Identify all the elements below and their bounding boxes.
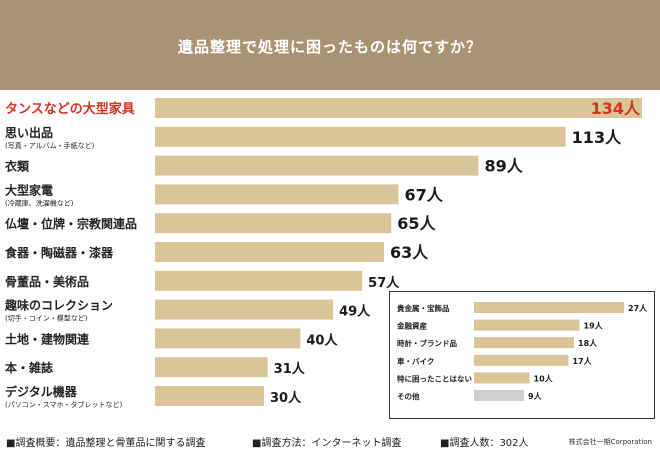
header-banner xyxy=(0,0,660,90)
bar xyxy=(155,98,642,118)
category-label: 思い出品 xyxy=(5,125,53,140)
value-label: 89人 xyxy=(484,157,523,176)
category-label: 趣味のコレクション xyxy=(4,298,113,313)
value-label: 67人 xyxy=(405,185,444,204)
category-label: 土地・建物関連 xyxy=(5,331,90,346)
bar xyxy=(155,328,301,349)
value-label: 134人 xyxy=(591,99,641,118)
bar xyxy=(155,242,384,262)
category-label: タンスなどの大型家具 xyxy=(5,101,135,117)
value-label: 57人 xyxy=(368,275,400,291)
category-sublabel: (冷蔵庫、洗濯機など) xyxy=(5,198,74,207)
footer: ■調査概要：遺品整理と骨董品に関する調査 ■調査方法：インターネット調査 ■調査… xyxy=(0,431,660,449)
category-label: 骨董品・美術品 xyxy=(5,274,89,289)
bar xyxy=(155,270,363,291)
category-label: 本・雑誌 xyxy=(5,360,53,375)
chart-title: 遺品整理で処理に困ったものは何ですか？ xyxy=(177,38,482,56)
footer-respondents: ■調査人数：302人 xyxy=(440,438,529,449)
value-label: 49人 xyxy=(339,304,371,320)
category-label: 大型家電 xyxy=(5,182,53,197)
category-label: 食器・陶磁器・漆器 xyxy=(4,245,114,260)
bar xyxy=(155,357,268,378)
bar xyxy=(155,184,399,205)
bar xyxy=(155,155,479,176)
category-sublabel: (写真・アルバム・手紙など) xyxy=(5,141,95,150)
value-label: 40人 xyxy=(306,332,338,348)
footer-corporation: 株式会社一期Corporation xyxy=(568,438,652,446)
category-sublabel: (切手・コイン・模型など) xyxy=(5,314,88,323)
category-label: 衣類 xyxy=(5,159,30,174)
footer-survey-method: ■調査方法：インターネット調査 xyxy=(252,438,402,449)
value-label: 31人 xyxy=(274,361,306,377)
value-label: 65人 xyxy=(397,214,436,233)
bar xyxy=(155,386,265,406)
bar xyxy=(155,213,392,234)
bar xyxy=(155,299,334,320)
category-label: デジタル機器 xyxy=(5,384,78,399)
bar xyxy=(155,126,566,147)
category-sublabel: (パソコン・スマホ・タブレットなど) xyxy=(5,400,123,409)
value-label: 63人 xyxy=(390,243,429,262)
value-label: 30人 xyxy=(270,390,302,406)
value-label: 113人 xyxy=(572,128,622,147)
category-label: 仏壇・位牌・宗教関連品 xyxy=(5,216,137,231)
footer-survey-overview: ■調査概要：遺品整理と骨董品に関する調査 xyxy=(6,438,206,449)
inset-chart-frame xyxy=(389,291,655,419)
